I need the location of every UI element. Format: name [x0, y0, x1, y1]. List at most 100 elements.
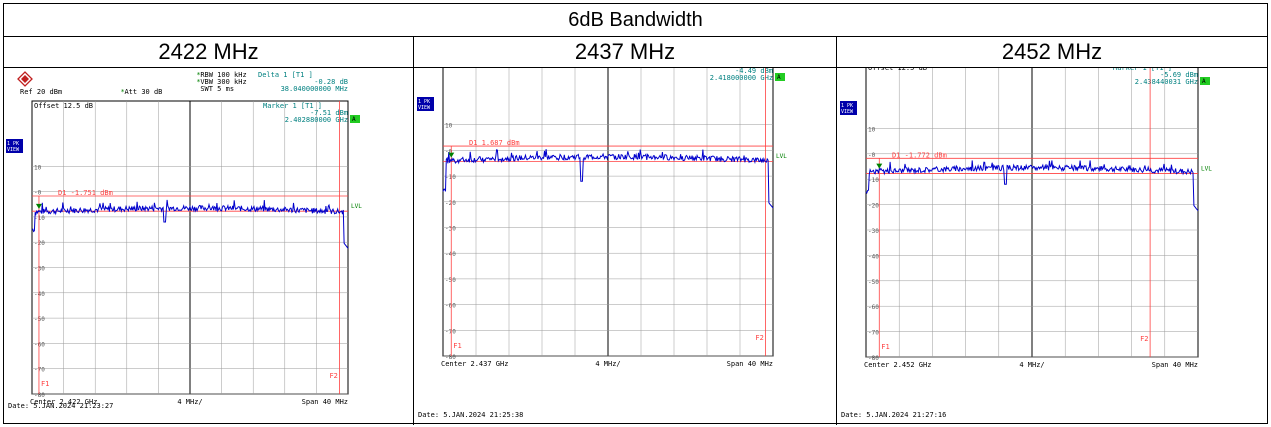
a-flag-label: A [352, 116, 356, 123]
svg-text:-50: -50 [34, 316, 45, 323]
marker-triangle-icon [448, 152, 455, 158]
star-marker: * [196, 71, 200, 79]
a-flag-icon [1200, 77, 1210, 85]
svg-text:10: 10 [868, 126, 876, 133]
svg-text:-70: -70 [445, 328, 456, 335]
capture-date: Date: 5.JAN.2024 21:25:38 [418, 411, 523, 419]
graticule: 10 -0 -10 -20 -30 -40 -50 -60 -70 -80 [442, 68, 774, 361]
svg-text:-10: -10 [868, 177, 879, 184]
attenuation: Att 30 dB [124, 88, 162, 96]
a-flag-icon [775, 73, 785, 81]
svg-text:-40: -40 [445, 251, 456, 258]
svg-text:-0: -0 [445, 148, 453, 155]
marker-frequency: 2.418000000 GHz [710, 74, 773, 82]
graticule: 10 -0 -10 -20 -30 -40 -50 -60 -70 -80 [31, 100, 349, 399]
bandwidth-report-table: 6dB Bandwidth 2422 MHz 2437 MHz 2452 MHz… [3, 3, 1268, 425]
svg-text:10: 10 [34, 164, 42, 171]
f1-label: F1 [41, 380, 49, 388]
column-divider [413, 37, 414, 425]
capture-date: Date: 5.JAN.2024 21:27:16 [841, 411, 946, 419]
span-setting: Span 40 MHz [302, 398, 348, 406]
ref-level: Ref 20 dBm [20, 88, 62, 96]
svg-text:-20: -20 [445, 200, 456, 207]
analyzer-screenshot-2422: * RBW 100 kHz * VBW 300 kHz SWT 5 ms Delta 1 … [4, 68, 413, 424]
svg-text:-70: -70 [868, 330, 879, 337]
svg-text:-80: -80 [868, 355, 879, 362]
svg-text:-30: -30 [445, 226, 456, 233]
f2-label: F2 [1140, 335, 1148, 343]
f2-label: F2 [755, 334, 763, 342]
capture-date: Date: 5.JAN.2024 21:23:27 [8, 402, 113, 410]
mode-view: VIEW [418, 105, 431, 111]
svg-text:-30: -30 [34, 266, 45, 273]
f1-label: F1 [881, 343, 889, 351]
rbw-setting: RBW 100 kHz [200, 71, 246, 79]
marker-label: Marker 1 [T1 ] [1113, 68, 1172, 72]
span-setting: Span 40 MHz [727, 360, 773, 368]
star-marker: * [196, 78, 200, 86]
marker-value: -5.69 dBm [1160, 71, 1198, 79]
trace-mode-badge [840, 101, 857, 115]
lvl-flag: LVL [351, 203, 362, 210]
svg-text:-80: -80 [34, 392, 45, 399]
column-divider [836, 37, 837, 425]
delta-label: Delta 1 [T1 ] [258, 71, 313, 79]
lvl-flag: LVL [776, 153, 787, 160]
d1-label: D1 -1.772 dBm [892, 151, 947, 159]
spectrum-trace [442, 149, 774, 209]
a-flag-label: A [1202, 78, 1206, 85]
heading-2422: 2422 MHz [4, 37, 413, 68]
spectrum-trace [31, 199, 349, 249]
f2-label: F2 [329, 372, 337, 380]
marker-value: -4.49 dBm [735, 68, 773, 75]
a-flag-icon [350, 115, 360, 123]
center-frequency: Center 2.437 GHz [441, 360, 508, 368]
heading-2437: 2437 MHz [414, 37, 836, 68]
mode-view: VIEW [7, 147, 20, 153]
svg-text:-70: -70 [34, 367, 45, 374]
svg-text:-30: -30 [868, 228, 879, 235]
a-flag-label: A [777, 74, 781, 81]
svg-text:-60: -60 [445, 303, 456, 310]
mode-1pk: 1 PK [418, 99, 430, 105]
delta-frequency: 38.040000000 MHz [281, 85, 348, 93]
svg-text:-60: -60 [34, 341, 45, 348]
trace-mode-badge [6, 139, 23, 153]
frequency-division: 4 MHz/ [177, 398, 202, 406]
svg-text:-10: -10 [445, 174, 456, 181]
svg-text:-0: -0 [868, 152, 876, 159]
mode-1pk: 1 PK [7, 141, 19, 147]
offset-setting: Offset 12.5 dB [868, 68, 927, 72]
svg-text:-20: -20 [868, 203, 879, 210]
star-marker: * [120, 88, 124, 96]
marker-value: -7.51 dBm [310, 109, 348, 117]
spectrum-trace [865, 160, 1199, 212]
offset-setting: Offset 12.5 dB [34, 102, 93, 110]
vbw-setting: VBW 300 kHz [200, 78, 246, 86]
svg-text:-40: -40 [34, 291, 45, 298]
marker-frequency: 2.402880000 GHz [285, 116, 348, 124]
heading-2452: 2452 MHz [837, 37, 1267, 68]
d1-label: D1 1.687 dBm [469, 139, 520, 147]
marker-triangle-icon [35, 203, 42, 209]
center-frequency: Center 2.452 GHz [864, 361, 931, 369]
svg-text:-20: -20 [34, 240, 45, 247]
table-title: 6dB Bandwidth [4, 4, 1267, 37]
center-frequency: Center 2.422 GHz [30, 398, 97, 406]
svg-text:-10: -10 [34, 215, 45, 222]
marker-label: Marker 1 [T1 ] [263, 102, 322, 110]
trace-mode-badge [417, 97, 434, 111]
marker-triangle-icon [876, 163, 883, 169]
swt-setting: SWT 5 ms [200, 85, 234, 93]
frequency-division: 4 MHz/ [595, 360, 620, 368]
svg-text:-50: -50 [868, 279, 879, 286]
svg-text:10: 10 [445, 123, 453, 130]
d1-label: D1 -1.751 dBm [58, 189, 113, 197]
svg-text:-40: -40 [868, 253, 879, 260]
f1-label: F1 [453, 342, 461, 350]
svg-text:-0: -0 [34, 190, 42, 197]
